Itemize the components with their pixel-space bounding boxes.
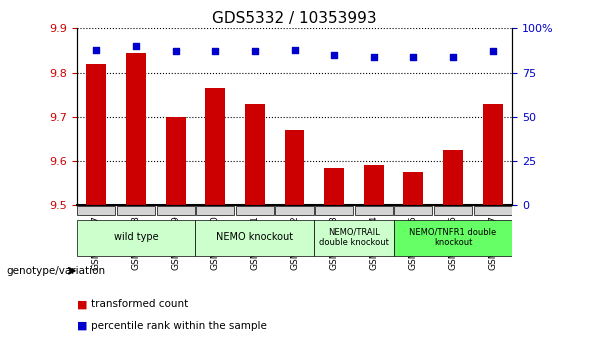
Point: [409, 54, 418, 59]
Bar: [284, 130, 305, 205]
Text: genotype/variation: genotype/variation: [6, 266, 105, 276]
Text: ■: ■: [77, 299, 87, 309]
Text: NEMO/TNFR1 double
knockout: NEMO/TNFR1 double knockout: [409, 228, 497, 247]
Bar: [324, 168, 344, 205]
FancyBboxPatch shape: [315, 220, 393, 256]
FancyBboxPatch shape: [157, 206, 194, 215]
Bar: [403, 172, 423, 205]
FancyBboxPatch shape: [77, 220, 196, 256]
Bar: [166, 117, 186, 205]
Bar: [483, 103, 502, 205]
FancyBboxPatch shape: [117, 206, 155, 215]
FancyBboxPatch shape: [395, 206, 432, 215]
FancyBboxPatch shape: [196, 220, 315, 256]
Point: [131, 43, 141, 49]
Bar: [206, 88, 225, 205]
Bar: [87, 64, 106, 205]
FancyBboxPatch shape: [196, 206, 234, 215]
Point: [369, 54, 379, 59]
FancyBboxPatch shape: [393, 220, 512, 256]
Text: NEMO knockout: NEMO knockout: [216, 232, 293, 242]
Point: [171, 48, 180, 54]
FancyBboxPatch shape: [276, 206, 313, 215]
Point: [488, 48, 497, 54]
FancyBboxPatch shape: [236, 206, 274, 215]
Bar: [364, 165, 383, 205]
Bar: [245, 103, 265, 205]
Text: ■: ■: [77, 321, 87, 331]
Text: percentile rank within the sample: percentile rank within the sample: [91, 321, 267, 331]
Point: [329, 52, 339, 58]
FancyBboxPatch shape: [355, 206, 393, 215]
Point: [92, 47, 101, 52]
Text: NEMO/TRAIL
double knockout: NEMO/TRAIL double knockout: [319, 228, 389, 247]
Point: [448, 54, 458, 59]
Text: wild type: wild type: [114, 232, 158, 242]
Point: [290, 47, 299, 52]
Bar: [126, 53, 146, 205]
Text: GDS5332 / 10353993: GDS5332 / 10353993: [212, 11, 377, 25]
Bar: [443, 150, 463, 205]
FancyBboxPatch shape: [315, 206, 353, 215]
FancyBboxPatch shape: [474, 206, 512, 215]
FancyBboxPatch shape: [434, 206, 472, 215]
Text: transformed count: transformed count: [91, 299, 188, 309]
Point: [250, 48, 260, 54]
Point: [210, 48, 220, 54]
FancyBboxPatch shape: [77, 206, 115, 215]
